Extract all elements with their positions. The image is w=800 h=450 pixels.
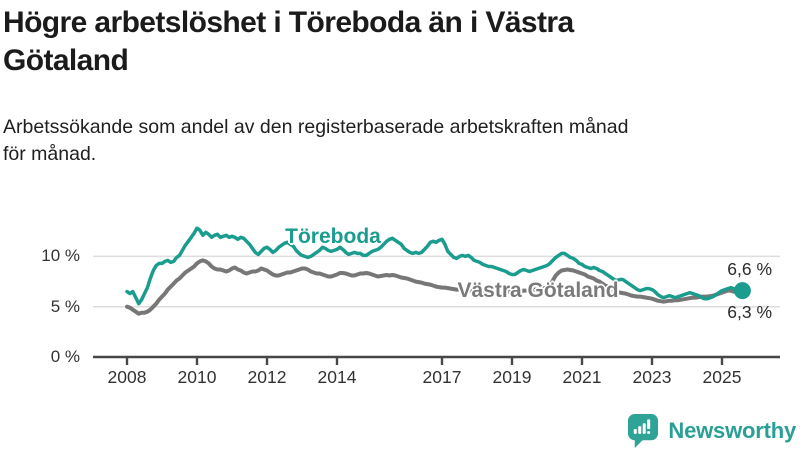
x-tick-label: 2012	[247, 367, 287, 387]
series-label-toreboda: Töreboda	[285, 225, 381, 248]
x-tick-label: 2023	[632, 367, 672, 387]
x-tick-label: 2008	[107, 367, 147, 387]
end-value-label-toreboda: 6,6 %	[727, 259, 772, 279]
newsworthy-wordmark: Newsworthy	[668, 417, 796, 443]
newsworthy-logo[interactable]: Newsworthy	[626, 413, 796, 448]
y-tick-label: 0 %	[50, 347, 80, 366]
x-tick-label: 2014	[317, 367, 357, 387]
x-tick-label: 2021	[562, 367, 602, 387]
series-label-vastra-gotaland: Västra Götaland	[457, 279, 619, 302]
x-tick-label: 2025	[702, 367, 742, 387]
y-tick-label: 5 %	[50, 296, 80, 316]
end-point-dot	[733, 282, 751, 300]
page-title: Högre arbetslöshet i Töreboda än i Västr…	[3, 6, 574, 77]
y-tick-label: 10 %	[41, 246, 80, 266]
end-value-label-vastra-gotaland: 6,3 %	[727, 302, 772, 322]
x-tick-label: 2019	[492, 367, 532, 387]
page-subtitle: Arbetssökande som andel av den registerb…	[3, 116, 629, 165]
x-tick-label: 2017	[422, 367, 462, 387]
series-line-vastra-gotaland	[125, 258, 745, 316]
series-line-toreboda	[125, 226, 745, 306]
newsworthy-bubble-chart-icon	[628, 414, 659, 448]
x-tick-label: 2010	[177, 367, 217, 387]
